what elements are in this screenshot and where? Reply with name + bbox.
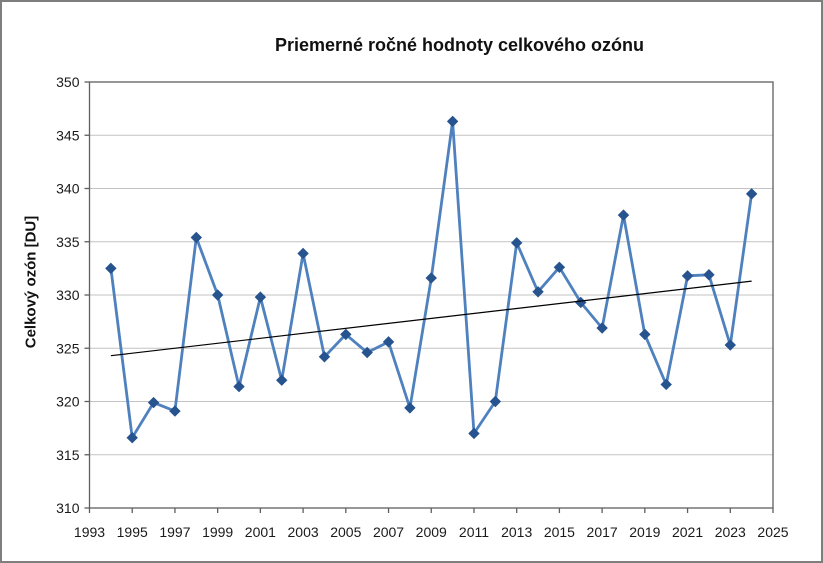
data-point-marker: [404, 402, 416, 414]
data-point-marker: [169, 405, 181, 417]
data-point-marker: [233, 380, 245, 393]
data-point-marker: [318, 351, 331, 363]
y-tick-label: 320: [56, 394, 80, 410]
data-point-marker: [553, 261, 566, 274]
data-point-marker: [297, 247, 309, 260]
x-tick-label: 2007: [373, 524, 404, 540]
y-tick-label: 335: [56, 234, 80, 250]
data-point-marker: [468, 427, 480, 440]
x-tick-label: 2001: [245, 524, 276, 540]
data-point-marker: [425, 272, 437, 284]
x-tick-label: 1993: [74, 524, 105, 540]
x-tick-label: 1997: [159, 524, 190, 540]
data-point-marker: [340, 328, 352, 341]
data-point-marker: [126, 432, 138, 444]
data-point-marker: [446, 115, 459, 128]
data-point-marker: [681, 270, 694, 282]
data-point-marker: [510, 237, 523, 249]
data-point-marker: [489, 395, 502, 408]
data-point-marker: [382, 336, 395, 348]
data-point-marker: [724, 339, 736, 351]
data-point-marker: [190, 231, 203, 244]
data-point-marker: [147, 396, 160, 409]
x-tick-label: 2015: [544, 524, 575, 540]
x-tick-label: 2013: [501, 524, 532, 540]
chart-title: Priemerné ročné hodnoty celkového ozónu: [274, 35, 645, 55]
y-tick-label: 340: [56, 181, 80, 197]
x-tick-label: 1995: [117, 524, 148, 540]
data-point-marker: [532, 286, 544, 298]
y-tick-label: 345: [56, 127, 80, 143]
data-point-marker: [211, 289, 224, 301]
data-point-marker: [639, 328, 651, 341]
trendline: [110, 280, 752, 357]
x-tick-label: 2009: [416, 524, 447, 540]
x-tick-label: 2023: [715, 524, 746, 540]
y-tick-label: 330: [56, 287, 80, 303]
data-point-marker: [745, 188, 758, 200]
x-tick-label: 2003: [288, 524, 319, 540]
data-point-marker: [617, 209, 630, 221]
data-point-marker: [596, 322, 608, 334]
y-tick-label: 315: [56, 447, 80, 463]
x-tick-label: 2025: [757, 524, 788, 540]
data-point-marker: [703, 269, 715, 281]
data-point-marker: [361, 346, 373, 359]
data-point-marker: [660, 378, 672, 391]
y-tick-label: 325: [56, 340, 80, 356]
x-tick-label: 2005: [330, 524, 361, 540]
x-tick-label: 2017: [587, 524, 618, 540]
data-point-marker: [105, 262, 117, 275]
data-point-marker: [254, 291, 267, 303]
x-tick-label: 2011: [459, 524, 489, 540]
y-tick-label: 310: [56, 500, 80, 516]
data-point-marker: [276, 374, 288, 386]
x-tick-label: 1999: [202, 524, 233, 540]
x-tick-label: 2021: [672, 524, 703, 540]
x-tick-label: 2019: [629, 524, 660, 540]
y-tick-label: 350: [56, 74, 80, 90]
